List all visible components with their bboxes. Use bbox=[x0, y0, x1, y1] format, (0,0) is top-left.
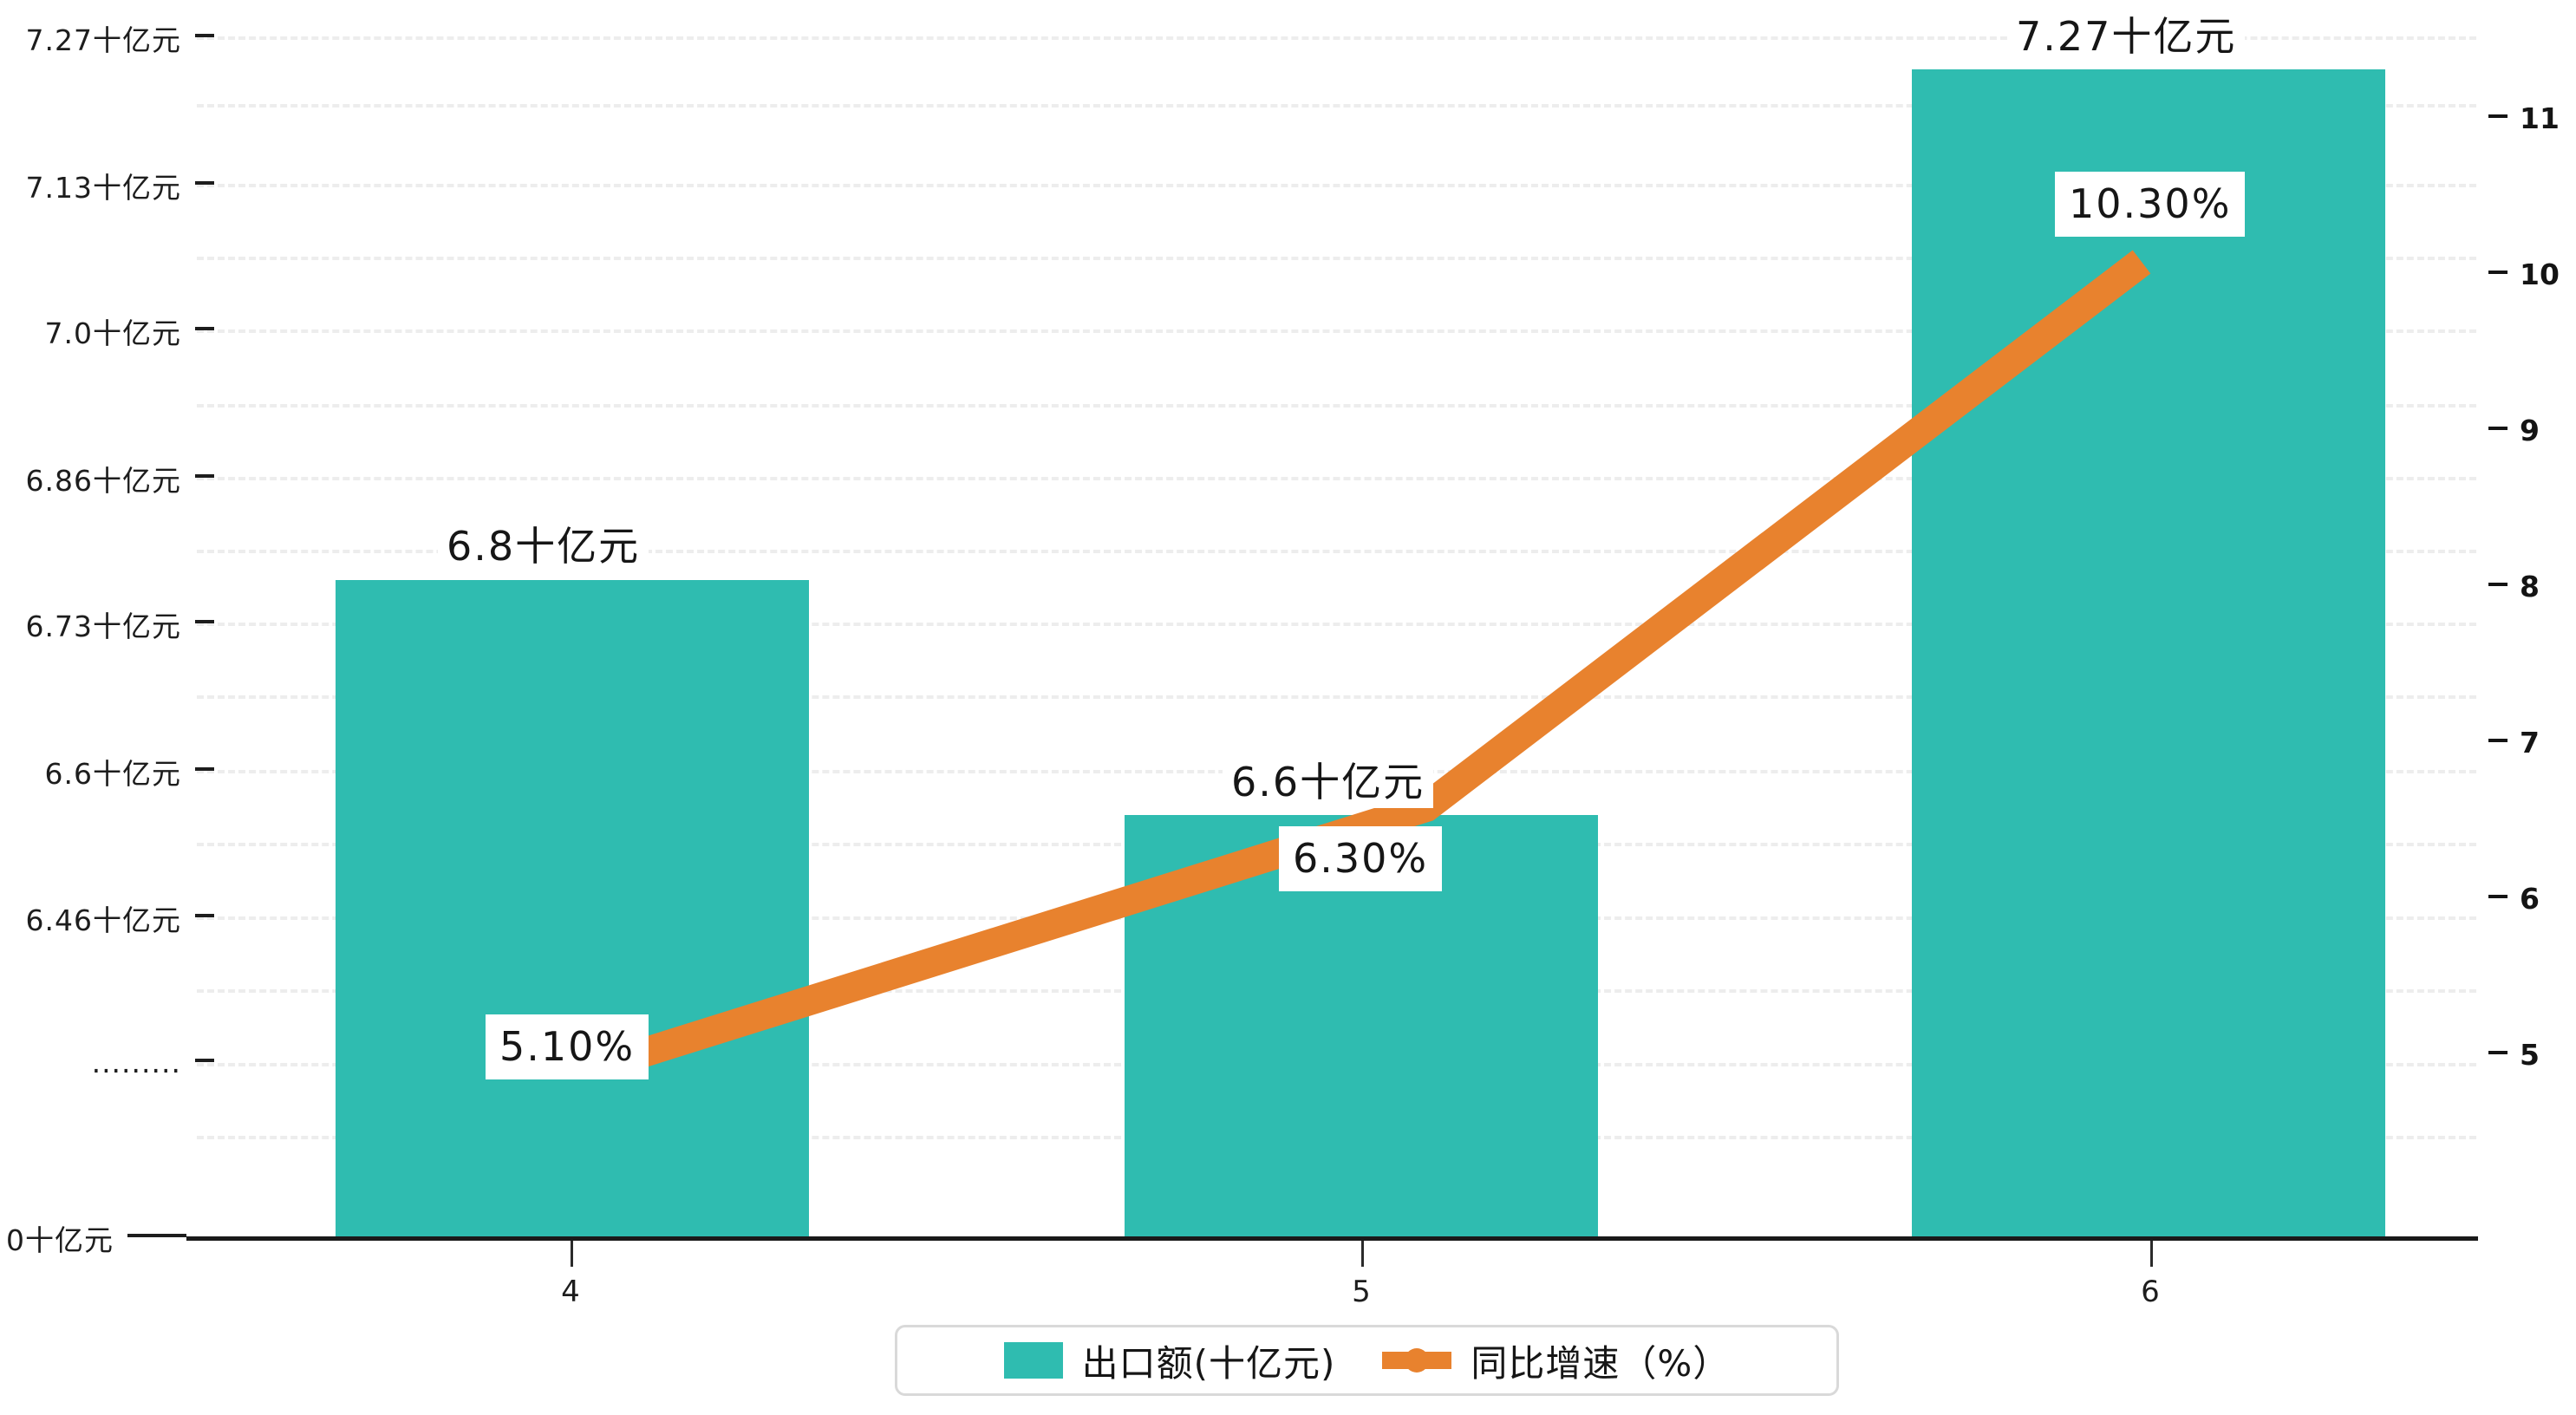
tick-mark bbox=[2488, 582, 2508, 586]
x-axis-spine bbox=[186, 1236, 2478, 1241]
x-tick-mark bbox=[1361, 1241, 1364, 1267]
tick-mark bbox=[195, 327, 214, 330]
y-axis-left-tick-break: ......... bbox=[92, 1044, 214, 1079]
bar-label-4: 6.8十亿元 bbox=[438, 520, 649, 573]
gridline bbox=[197, 104, 2476, 108]
y-axis-left-tick: 6.73十亿元 bbox=[26, 603, 214, 645]
y-axis-left-tick: 7.27十亿元 bbox=[26, 17, 214, 59]
chart-legend: 出口额(十亿元) 同比增速（%） bbox=[895, 1325, 1839, 1396]
tick-mark bbox=[195, 474, 214, 478]
x-tick-mark bbox=[2150, 1241, 2153, 1267]
gridline bbox=[197, 184, 2476, 187]
gridline bbox=[197, 36, 2476, 40]
x-axis-tick-label: 6 bbox=[2141, 1275, 2160, 1309]
bar-label-6: 7.27十亿元 bbox=[2007, 10, 2246, 63]
x-axis-tick-label: 5 bbox=[1352, 1275, 1371, 1309]
bar-4[interactable] bbox=[336, 580, 809, 1236]
y-axis-right-tick: 5 bbox=[2488, 1036, 2540, 1072]
tick-mark bbox=[195, 1058, 214, 1062]
y-axis-left-tick: 7.0十亿元 bbox=[45, 310, 214, 352]
y-axis-left-tick-label: 7.27十亿元 bbox=[25, 23, 181, 57]
y-axis-left-tick: 7.13十亿元 bbox=[26, 165, 214, 206]
y-axis-right-tick-label: 6 bbox=[2520, 882, 2540, 916]
y-axis-right-tick-label: 8 bbox=[2520, 570, 2540, 603]
y-axis-right-tick-label: 7 bbox=[2520, 726, 2540, 760]
x-axis-tick-label: 4 bbox=[561, 1275, 580, 1309]
x-tick-mark bbox=[571, 1241, 573, 1267]
bar-label-5: 6.6十亿元 bbox=[1223, 756, 1434, 809]
tick-mark bbox=[195, 34, 214, 37]
tick-mark bbox=[2488, 270, 2508, 274]
y-axis-left-tick-label: 6.6十亿元 bbox=[44, 757, 181, 791]
y-axis-right-tick: 11 bbox=[2488, 100, 2560, 135]
tick-mark bbox=[127, 1234, 186, 1237]
y-axis-left-tick-zero: 0十亿元 bbox=[6, 1217, 186, 1259]
bar-6[interactable] bbox=[1912, 69, 2385, 1236]
legend-label: 出口额(十亿元) bbox=[1081, 1341, 1336, 1385]
tick-mark bbox=[195, 914, 214, 917]
y-axis-left-tick: 6.86十亿元 bbox=[26, 458, 214, 499]
y-axis-right-tick-label: 9 bbox=[2520, 414, 2540, 447]
y-axis-left-tick-label: 6.73十亿元 bbox=[25, 610, 181, 643]
y-axis-right-tick-label: 5 bbox=[2520, 1038, 2540, 1072]
y-axis-left-tick: 6.46十亿元 bbox=[26, 897, 214, 939]
legend-bar-swatch-icon bbox=[1003, 1342, 1063, 1379]
line-label-4: 5.10% bbox=[486, 1014, 649, 1080]
y-axis-right-tick: 10 bbox=[2488, 256, 2560, 291]
y-axis-left-tick-label: 7.0十亿元 bbox=[44, 316, 181, 350]
y-axis-right-tick: 6 bbox=[2488, 880, 2540, 916]
tick-mark bbox=[2488, 738, 2508, 742]
legend-item-yoy-growth[interactable]: 同比增速（%） bbox=[1382, 1334, 1730, 1387]
y-axis-left-tick-label: 7.13十亿元 bbox=[25, 171, 181, 205]
y-axis-left-tick: 6.6十亿元 bbox=[45, 751, 214, 792]
line-label-6: 10.30% bbox=[2055, 172, 2246, 238]
legend-label: 同比增速（%） bbox=[1471, 1341, 1731, 1385]
tick-mark bbox=[2488, 114, 2508, 118]
y-axis-right-tick: 9 bbox=[2488, 412, 2540, 447]
tick-mark bbox=[2488, 894, 2508, 898]
y-axis-left-tick-label: 6.46十亿元 bbox=[25, 903, 181, 937]
y-axis-break-indicator: ......... bbox=[91, 1046, 181, 1079]
tick-mark bbox=[195, 181, 214, 185]
tick-mark bbox=[195, 767, 214, 771]
legend-item-export-value[interactable]: 出口额(十亿元) bbox=[1003, 1334, 1336, 1387]
legend-line-marker-icon bbox=[1405, 1348, 1430, 1373]
tick-mark bbox=[195, 620, 214, 623]
tick-mark bbox=[2488, 426, 2508, 430]
legend-line-swatch-icon bbox=[1382, 1342, 1452, 1379]
line-label-5: 6.30% bbox=[1279, 826, 1443, 892]
y-axis-right-tick-label: 10 bbox=[2520, 258, 2560, 291]
y-axis-right-tick: 8 bbox=[2488, 568, 2540, 603]
y-axis-left-tick-label: 6.86十亿元 bbox=[25, 464, 181, 498]
y-axis-right-tick: 7 bbox=[2488, 724, 2540, 760]
tick-mark bbox=[2488, 1050, 2508, 1054]
y-axis-left-tick-label: 0十亿元 bbox=[6, 1223, 114, 1257]
y-axis-right-tick-label: 11 bbox=[2520, 101, 2560, 135]
